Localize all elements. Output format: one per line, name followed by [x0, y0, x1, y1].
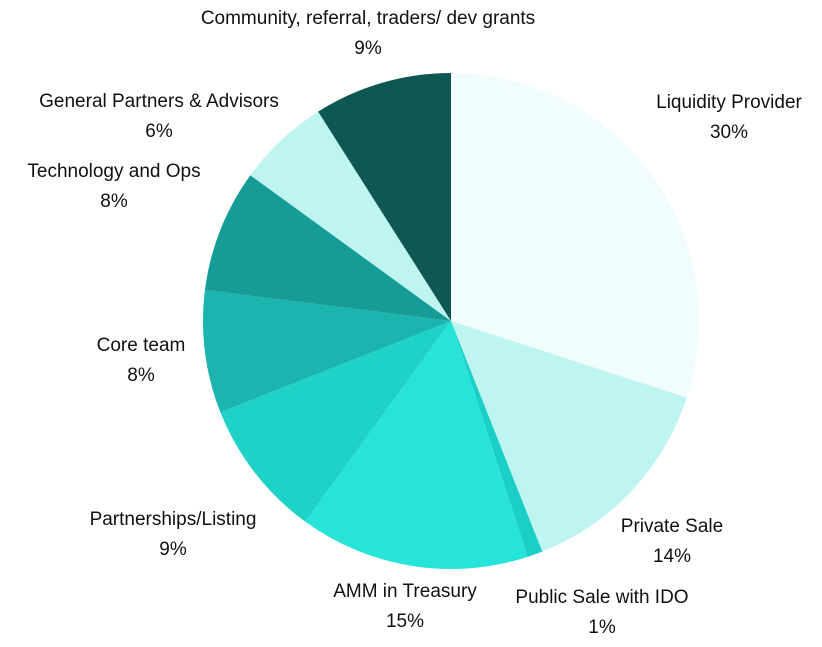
- slice-percent-amm-in-treasury: 15%: [386, 611, 424, 632]
- slice-private-sale: [451, 321, 687, 552]
- slice-technology-and-ops: [204, 175, 451, 321]
- slice-public-sale-with-ido: [451, 321, 543, 557]
- slice-percent-private-sale: 14%: [653, 546, 691, 567]
- slice-community-referral-traders-dev-grants: [318, 73, 451, 321]
- slice-label-community-referral-traders-dev-grants: Community, referral, traders/ dev grants: [201, 8, 535, 29]
- slice-percent-general-partners-advisors: 6%: [145, 121, 173, 142]
- slice-percent-core-team: 8%: [127, 365, 155, 386]
- slice-label-technology-and-ops: Technology and Ops: [27, 161, 200, 182]
- slice-label-public-sale-with-ido: Public Sale with IDO: [515, 587, 688, 608]
- slice-amm-in-treasury: [305, 321, 528, 570]
- pie-labels: Liquidity Provider 30% Private Sale 14% Publ…: [27, 8, 802, 638]
- slice-label-core-team: Core team: [97, 335, 186, 356]
- slice-label-private-sale: Private Sale: [621, 516, 723, 537]
- slice-core-team: [203, 289, 451, 413]
- slice-percent-public-sale-with-ido: 1%: [588, 617, 616, 638]
- slice-percent-community-referral-traders-dev-grants: 9%: [354, 38, 382, 59]
- slice-percent-liquidity-provider: 30%: [710, 122, 748, 143]
- slice-liquidity-provider: [451, 73, 699, 398]
- slice-percent-partnerships-listing: 9%: [159, 539, 187, 560]
- slice-label-partnerships-listing: Partnerships/Listing: [90, 509, 257, 530]
- slice-percent-technology-and-ops: 8%: [100, 191, 128, 212]
- slice-label-general-partners-advisors: General Partners & Advisors: [39, 91, 279, 112]
- slice-general-partners-advisors: [250, 111, 451, 321]
- slice-label-liquidity-provider: Liquidity Provider: [656, 92, 802, 113]
- pie-slices: [203, 73, 699, 570]
- slice-label-amm-in-treasury: AMM in Treasury: [333, 581, 477, 602]
- slice-partnerships-listing: [220, 321, 451, 522]
